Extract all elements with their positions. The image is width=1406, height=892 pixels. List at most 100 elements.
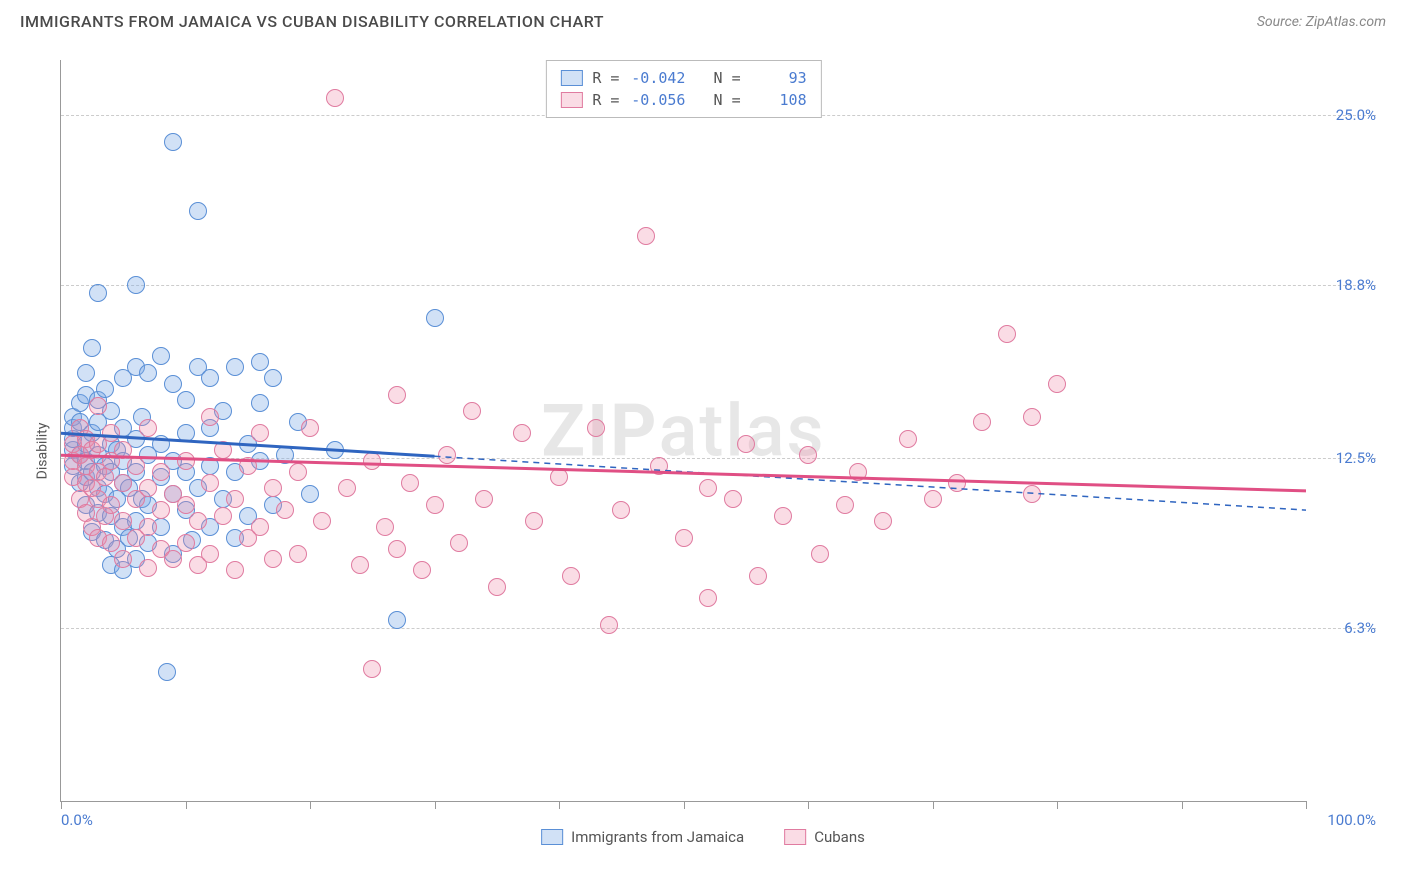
data-point — [102, 534, 120, 552]
data-point — [214, 507, 232, 525]
data-point — [289, 545, 307, 563]
x-tick — [1057, 801, 1058, 809]
data-point — [587, 419, 605, 437]
legend-label: Cubans — [814, 828, 865, 846]
data-point — [475, 490, 493, 508]
y-axis-label: Disability — [34, 423, 50, 480]
data-point — [201, 545, 219, 563]
data-point — [127, 276, 145, 294]
x-tick — [61, 801, 62, 809]
data-point — [388, 611, 406, 629]
data-point — [612, 501, 630, 519]
y-tick-label: 6.3% — [1316, 619, 1376, 637]
stat-r-key: R = — [592, 91, 619, 109]
data-point — [77, 364, 95, 382]
data-point — [89, 284, 107, 302]
data-point — [264, 479, 282, 497]
data-point — [363, 452, 381, 470]
data-point — [388, 540, 406, 558]
data-point — [177, 452, 195, 470]
data-point — [388, 386, 406, 404]
x-tick — [435, 801, 436, 809]
data-point — [313, 512, 331, 530]
data-point — [114, 512, 132, 530]
data-point — [152, 463, 170, 481]
legend-swatch — [560, 92, 582, 108]
data-point — [351, 556, 369, 574]
x-tick — [684, 801, 685, 809]
data-point — [264, 369, 282, 387]
data-point — [127, 457, 145, 475]
data-point — [924, 490, 942, 508]
data-point — [177, 496, 195, 514]
header: IMMIGRANTS FROM JAMAICA VS CUBAN DISABIL… — [0, 0, 1406, 39]
data-point — [438, 446, 456, 464]
data-point — [89, 397, 107, 415]
data-point — [276, 446, 294, 464]
source-name: ZipAtlas.com — [1306, 14, 1386, 30]
data-point — [164, 133, 182, 151]
data-point — [139, 364, 157, 382]
data-point — [226, 490, 244, 508]
data-point — [488, 578, 506, 596]
y-tick-label: 18.8% — [1316, 276, 1376, 294]
stats-legend: R = -0.042 N = 93 R =-0.056 N =108 — [545, 60, 821, 118]
data-point — [264, 550, 282, 568]
legend-item: Immigrants from Jamaica — [541, 828, 744, 846]
legend-item: Cubans — [784, 828, 865, 846]
data-point — [102, 424, 120, 442]
data-point — [226, 561, 244, 579]
data-point — [562, 567, 580, 585]
data-point — [326, 89, 344, 107]
legend-swatch — [541, 829, 563, 845]
data-point — [201, 474, 219, 492]
gridline — [61, 628, 1376, 629]
data-point — [83, 339, 101, 357]
data-point — [201, 457, 219, 475]
chart-area: Disability ZIPatlas R =-0.042 N =93R =-0… — [20, 50, 1386, 852]
data-point — [177, 424, 195, 442]
data-point — [189, 202, 207, 220]
data-point — [164, 550, 182, 568]
data-point — [189, 512, 207, 530]
data-point — [699, 479, 717, 497]
y-tick-label: 25.0% — [1316, 106, 1376, 124]
data-point — [525, 512, 543, 530]
data-point — [114, 441, 132, 459]
y-tick-label: 12.5% — [1316, 449, 1376, 467]
data-point — [201, 408, 219, 426]
data-point — [139, 518, 157, 536]
data-point — [201, 369, 219, 387]
data-point — [413, 561, 431, 579]
data-point — [749, 567, 767, 585]
data-point — [737, 435, 755, 453]
data-point — [811, 545, 829, 563]
x-tick — [1306, 801, 1307, 809]
data-point — [600, 616, 618, 634]
data-point — [376, 518, 394, 536]
data-point — [426, 309, 444, 327]
x-tick — [1182, 801, 1183, 809]
data-point — [251, 518, 269, 536]
stat-n-key: N = — [695, 91, 740, 109]
series-legend: Immigrants from Jamaica Cubans — [541, 828, 865, 846]
data-point — [139, 479, 157, 497]
data-point — [114, 474, 132, 492]
stats-legend-row: R =-0.056 N =108 — [560, 89, 806, 111]
regression-lines — [61, 60, 1306, 801]
x-tick — [559, 801, 560, 809]
stat-n-value: 93 — [751, 69, 807, 87]
data-point — [158, 663, 176, 681]
data-point — [276, 501, 294, 519]
stat-r-value: -0.042 — [629, 69, 685, 87]
data-point — [152, 347, 170, 365]
data-point — [637, 227, 655, 245]
data-point — [401, 474, 419, 492]
x-tick — [808, 801, 809, 809]
data-point — [301, 485, 319, 503]
data-point — [301, 419, 319, 437]
data-point — [426, 496, 444, 514]
data-point — [226, 358, 244, 376]
data-point — [152, 435, 170, 453]
data-point — [177, 534, 195, 552]
